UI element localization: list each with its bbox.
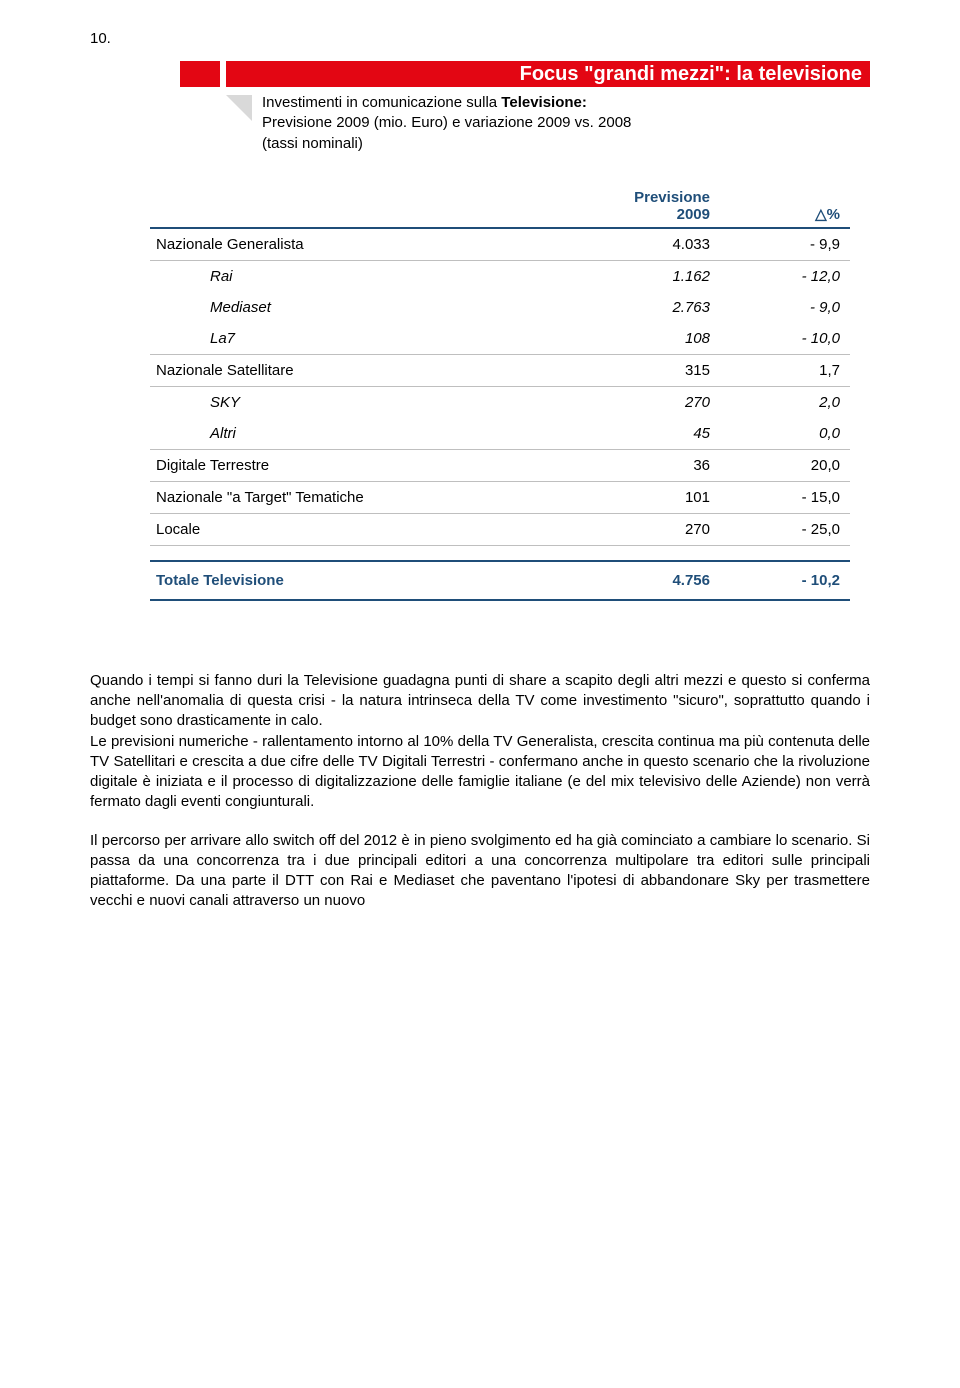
subtitle-prefix: Investimenti in comunicazione sulla (262, 94, 501, 111)
row-label: Mediaset (150, 292, 560, 323)
subtitle-bold: Televisione: (501, 94, 587, 111)
tv-investment-table: Previsione 2009 △% Nazionale Generalista… (150, 182, 850, 601)
subtitle-line2: Previsione 2009 (mio. Euro) e variazione… (262, 114, 631, 131)
row-pct: - 15,0 (720, 481, 850, 513)
body-paragraph: Il percorso per arrivare allo switch off… (90, 831, 870, 912)
row-label: Nazionale Generalista (150, 228, 560, 261)
table-body: Nazionale Generalista4.033- 9,9Rai1.162-… (150, 228, 850, 600)
title-bar: Focus "grandi mezzi": la televisione (180, 61, 870, 87)
delta-symbol: △% (815, 206, 840, 223)
data-table-wrapper: Previsione 2009 △% Nazionale Generalista… (150, 182, 850, 601)
row-value: 2.763 (560, 292, 720, 323)
total-value: 4.756 (560, 561, 720, 600)
table-row: La7108- 10,0 (150, 323, 850, 355)
row-value: 270 (560, 513, 720, 545)
total-pct: - 10,2 (720, 561, 850, 600)
row-label: Digitale Terrestre (150, 449, 560, 481)
table-row: Nazionale Satellitare3151,7 (150, 354, 850, 386)
row-label: Locale (150, 513, 560, 545)
table-row: SKY2702,0 (150, 386, 850, 418)
header-val-line2: 2009 (677, 206, 710, 223)
row-label: Altri (150, 418, 560, 450)
table-row: Mediaset2.763- 9,0 (150, 292, 850, 323)
header-val-line1: Previsione (634, 189, 710, 206)
title-block: Focus "grandi mezzi": la televisione Inv… (180, 61, 870, 154)
row-pct: - 9,0 (720, 292, 850, 323)
row-value: 36 (560, 449, 720, 481)
table-row: Locale270- 25,0 (150, 513, 850, 545)
table-row: Nazionale "a Target" Tematiche101- 15,0 (150, 481, 850, 513)
table-total-row: Totale Televisione4.756- 10,2 (150, 561, 850, 600)
row-pct: 2,0 (720, 386, 850, 418)
row-pct: 1,7 (720, 354, 850, 386)
page-title: Focus "grandi mezzi": la televisione (226, 61, 870, 87)
row-label: La7 (150, 323, 560, 355)
row-value: 1.162 (560, 260, 720, 292)
table-spacer (150, 545, 850, 561)
body-paragraph: Quando i tempi si fanno duri la Televisi… (90, 671, 870, 813)
row-pct: - 25,0 (720, 513, 850, 545)
table-header-delta: △% (720, 182, 850, 228)
table-header-previsione: Previsione 2009 (560, 182, 720, 228)
row-label: Nazionale "a Target" Tematiche (150, 481, 560, 513)
row-label: Rai (150, 260, 560, 292)
row-value: 45 (560, 418, 720, 450)
table-header-empty (150, 182, 560, 228)
page-number: 10. (90, 30, 870, 47)
row-pct: - 10,0 (720, 323, 850, 355)
row-value: 270 (560, 386, 720, 418)
table-header-row: Previsione 2009 △% (150, 182, 850, 228)
row-pct: - 9,9 (720, 228, 850, 261)
row-label: Nazionale Satellitare (150, 354, 560, 386)
table-row: Digitale Terrestre3620,0 (150, 449, 850, 481)
row-label: SKY (150, 386, 560, 418)
title-accent-block (180, 61, 220, 87)
subtitle: Investimenti in comunicazione sulla Tele… (262, 93, 631, 154)
table-row: Altri450,0 (150, 418, 850, 450)
row-value: 4.033 (560, 228, 720, 261)
subtitle-row: Investimenti in comunicazione sulla Tele… (180, 93, 870, 154)
row-pct: 0,0 (720, 418, 850, 450)
table-row: Nazionale Generalista4.033- 9,9 (150, 228, 850, 261)
row-value: 108 (560, 323, 720, 355)
row-value: 315 (560, 354, 720, 386)
document-page: 10. Focus "grandi mezzi": la televisione… (0, 0, 960, 1388)
corner-triangle-icon (226, 95, 252, 121)
row-pct: 20,0 (720, 449, 850, 481)
row-pct: - 12,0 (720, 260, 850, 292)
subtitle-line3: (tassi nominali) (262, 135, 363, 152)
table-row: Rai1.162- 12,0 (150, 260, 850, 292)
total-label: Totale Televisione (150, 561, 560, 600)
row-value: 101 (560, 481, 720, 513)
body-text: Quando i tempi si fanno duri la Televisi… (90, 671, 870, 912)
